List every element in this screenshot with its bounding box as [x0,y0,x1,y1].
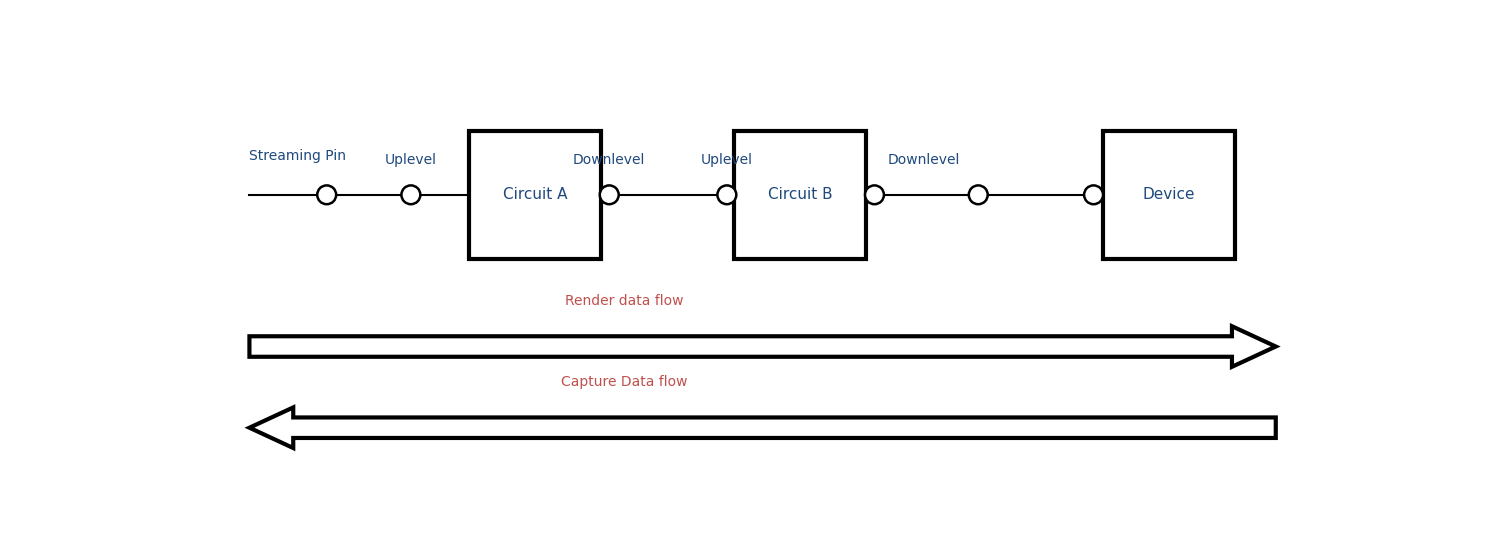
Ellipse shape [317,185,336,204]
Text: Downlevel: Downlevel [888,153,960,167]
Text: Streaming Pin: Streaming Pin [250,149,347,163]
Ellipse shape [865,185,884,204]
Bar [1103,130,1235,259]
Bar [734,130,866,259]
Ellipse shape [1085,185,1103,204]
Text: Uplevel: Uplevel [385,153,437,167]
Ellipse shape [402,185,420,204]
FancyArrow shape [250,407,1275,448]
Text: Device: Device [1143,187,1195,203]
FancyArrow shape [250,326,1275,367]
Text: Render data flow: Render data flow [565,294,683,308]
Text: Uplevel: Uplevel [701,153,753,167]
Ellipse shape [969,185,988,204]
Bar [469,130,601,259]
Ellipse shape [600,185,619,204]
Ellipse shape [717,185,737,204]
Text: Downlevel: Downlevel [573,153,646,167]
Text: Circuit A: Circuit A [503,187,567,203]
Text: Capture Data flow: Capture Data flow [561,375,687,389]
Text: Circuit B: Circuit B [768,187,832,203]
